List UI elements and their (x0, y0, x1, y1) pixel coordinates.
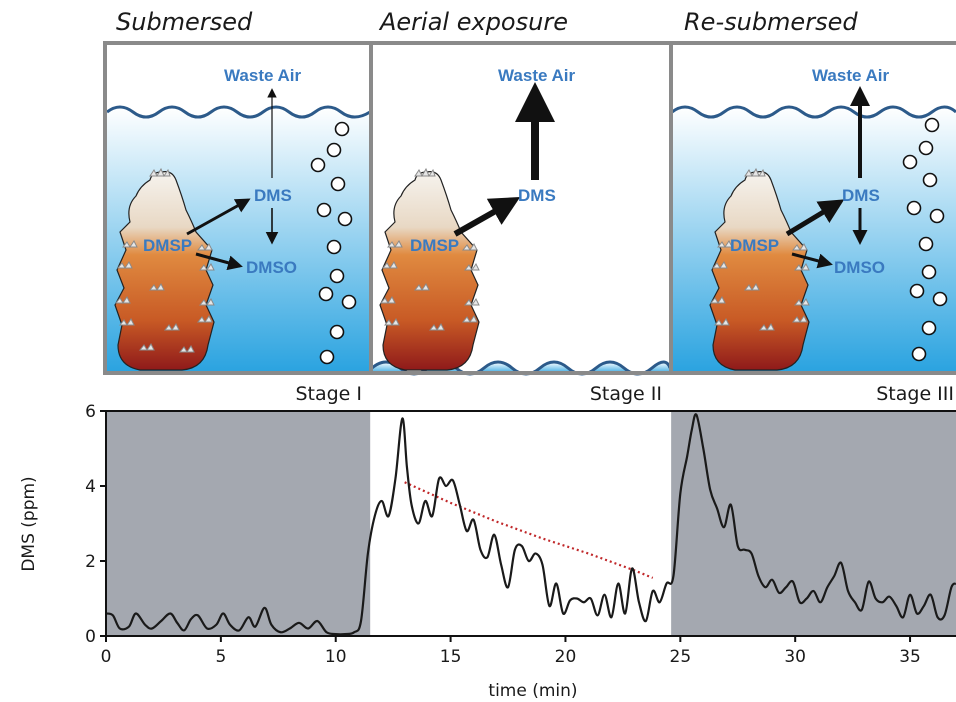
stage-label-3: Stage III (876, 383, 954, 405)
x-tick-label: 0 (101, 647, 112, 667)
label-dms: DMS (518, 186, 556, 205)
coral (114, 167, 215, 371)
trend-line (404, 481, 654, 579)
wave-line (671, 105, 956, 119)
shaded-interval-1 (106, 411, 371, 636)
x-tick-label: 15 (440, 647, 462, 667)
coral (709, 167, 810, 371)
stage-label-2: Stage II (590, 383, 662, 405)
x-tick-label: 5 (215, 647, 226, 667)
coral (379, 167, 480, 371)
dms-series (105, 413, 956, 636)
arrow-dmsp-to-dms (785, 199, 845, 237)
panel-title-aerial: Aerial exposure (378, 8, 568, 36)
label-dms: DMS (254, 186, 292, 205)
x-tick-label: 10 (325, 647, 347, 667)
x-tick-label: 25 (670, 647, 692, 667)
arrow-dmsp-to-dms (453, 197, 521, 237)
x-tick-label: 30 (784, 647, 806, 667)
x-axis-title: time (min) (488, 681, 577, 701)
panel-aerial: Waste Air DMS DMSP (371, 43, 672, 376)
label-dmsp: DMSP (730, 236, 779, 255)
submersed-shading (106, 411, 956, 636)
label-dms: DMS (842, 186, 880, 205)
panel-frames (103, 41, 956, 375)
water-body (672, 107, 956, 372)
panel-resubmersed: Waste Air DMS DMSP DMSO (671, 43, 956, 372)
y-tick-label: 4 (85, 477, 96, 497)
label-dmsp: DMSP (143, 236, 192, 255)
axes (100, 410, 956, 642)
panel-title-submersed: Submersed (116, 8, 253, 36)
label-dmsp: DMSP (410, 236, 459, 255)
x-tick-label: 35 (899, 647, 921, 667)
trend-series (404, 481, 654, 579)
y-tick-labels: 0 2 4 6 (85, 402, 96, 647)
y-tick-label: 6 (85, 402, 96, 422)
air-bubbles (902, 117, 948, 362)
label-dmso: DMSO (246, 258, 297, 277)
x-tick-label: 20 (555, 647, 577, 667)
wave-line (106, 105, 371, 119)
stage-label-1: Stage I (295, 383, 362, 405)
arrow-dmsp-to-dmso (791, 252, 833, 269)
label-waste-air: Waste Air (224, 66, 302, 85)
panel-title-resubmersed: Re-submersed (684, 8, 858, 36)
x-tick-labels: 0 5 10 15 20 25 30 35 (101, 647, 921, 667)
y-axis-title: DMS (ppm) (19, 476, 39, 571)
arrow-dmsp-to-dmso (195, 252, 243, 271)
label-waste-air: Waste Air (812, 66, 890, 85)
dms-line (105, 413, 956, 636)
label-waste-air: Waste Air (498, 66, 576, 85)
y-tick-label: 0 (85, 627, 96, 647)
dms-time-series-chart: 0 2 4 6 0 5 10 15 20 25 30 35 time (min) DMS (ppm) (19, 402, 956, 701)
arrow-dmsp-to-dms (186, 198, 251, 236)
air-bubbles (310, 121, 357, 365)
panel-submersed: Waste Air DMS DMSP DMSO (106, 43, 371, 372)
label-dmso: DMSO (834, 258, 885, 277)
y-tick-label: 2 (85, 552, 96, 572)
